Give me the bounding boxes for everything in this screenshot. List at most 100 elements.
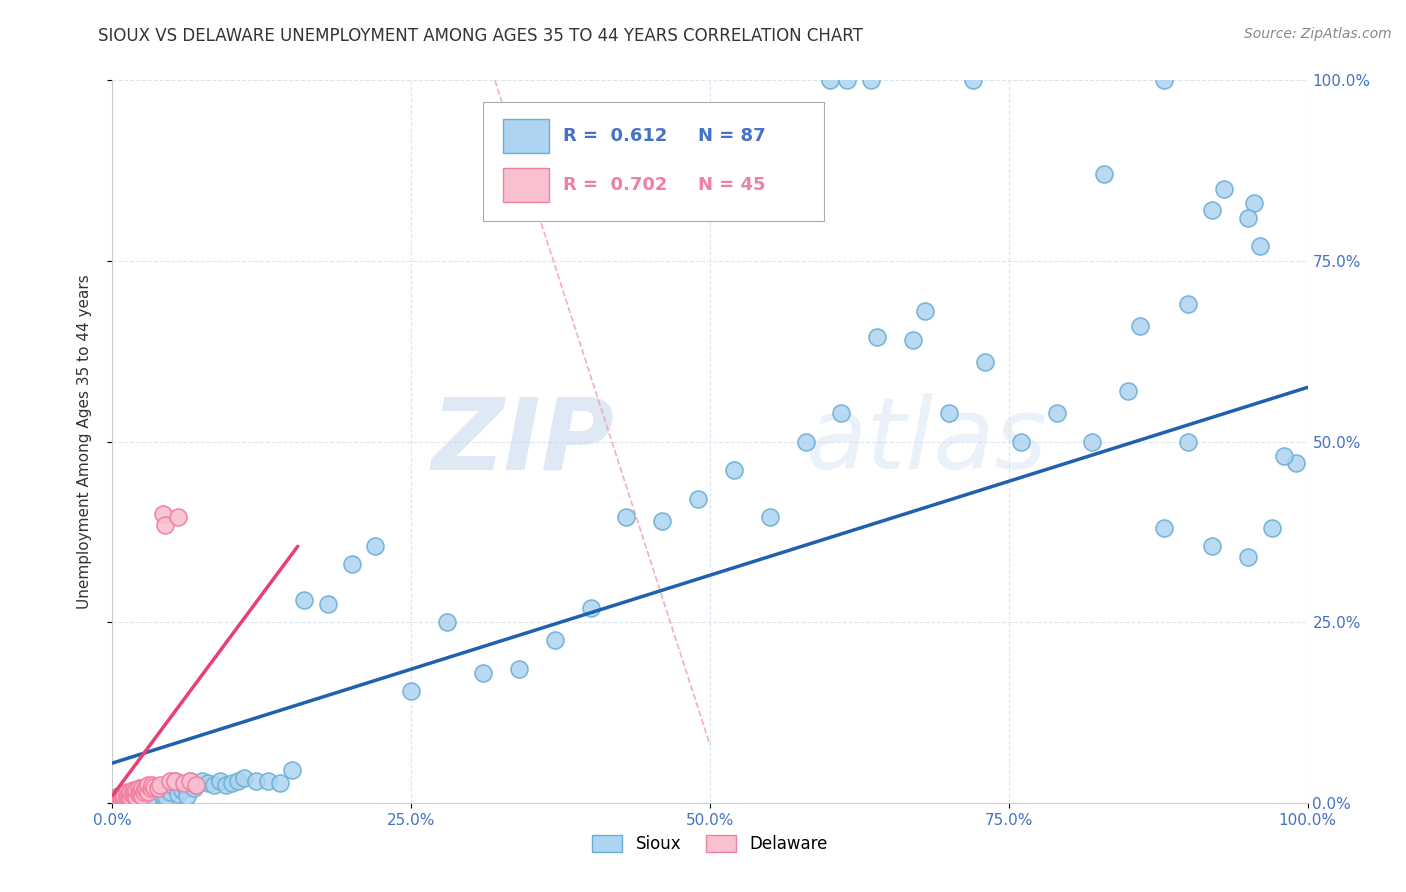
FancyBboxPatch shape [484, 102, 824, 221]
Point [1118, 384, 1140, 398]
Point [1177, 297, 1199, 311]
Point [179, 774, 201, 789]
Point [1201, 539, 1223, 553]
Point [122, 787, 145, 801]
Point [1249, 239, 1271, 253]
Legend: Sioux, Delaware: Sioux, Delaware [585, 828, 835, 860]
Point [146, 781, 169, 796]
Text: R =  0.612: R = 0.612 [562, 127, 668, 145]
Point [111, 790, 134, 805]
Point [1094, 167, 1116, 181]
Point [115, 789, 138, 803]
Point [269, 775, 291, 789]
Point [340, 558, 363, 572]
Point [163, 774, 186, 789]
Text: SIOUX VS DELAWARE UNEMPLOYMENT AMONG AGES 35 TO 44 YEARS CORRELATION CHART: SIOUX VS DELAWARE UNEMPLOYMENT AMONG AGE… [98, 27, 863, 45]
Point [543, 633, 565, 648]
Point [105, 792, 128, 806]
Point [129, 782, 152, 797]
Point [508, 662, 530, 676]
Point [186, 778, 208, 792]
Point [132, 785, 155, 799]
Text: R =  0.702: R = 0.702 [562, 176, 668, 194]
Point [128, 781, 150, 796]
Point [197, 775, 219, 789]
Point [1261, 521, 1284, 535]
Point [167, 510, 190, 524]
Point [122, 785, 145, 799]
Point [316, 597, 339, 611]
Point [1237, 211, 1260, 225]
Point [170, 782, 193, 797]
Point [111, 790, 134, 805]
Point [176, 789, 198, 803]
Point [138, 785, 160, 799]
Point [131, 789, 153, 803]
Point [688, 492, 710, 507]
Point [125, 782, 148, 797]
Point [134, 781, 156, 796]
Point [903, 334, 925, 348]
Point [155, 790, 177, 805]
Point [120, 790, 142, 805]
Text: N = 87: N = 87 [699, 127, 766, 145]
Point [837, 73, 859, 87]
Point [149, 781, 172, 796]
Point [128, 787, 150, 801]
Point [129, 785, 152, 799]
Point [938, 406, 960, 420]
Point [162, 778, 183, 792]
Point [122, 789, 145, 803]
Point [124, 787, 146, 801]
Point [962, 73, 984, 87]
Point [143, 780, 166, 794]
Point [131, 781, 153, 796]
Point [1010, 434, 1032, 449]
FancyBboxPatch shape [503, 119, 548, 153]
Point [215, 778, 238, 792]
Point [974, 355, 997, 369]
Point [143, 780, 166, 794]
Point [118, 787, 141, 801]
Point [125, 790, 148, 805]
Point [1129, 318, 1152, 333]
Point [173, 778, 195, 792]
Point [202, 778, 225, 792]
Point [117, 789, 139, 803]
Point [167, 775, 190, 789]
Point [120, 785, 142, 799]
Point [818, 73, 841, 87]
Point [579, 600, 602, 615]
Point [616, 510, 638, 524]
Point [139, 781, 162, 796]
Point [179, 774, 201, 789]
Point [138, 778, 160, 792]
Point [114, 787, 135, 801]
Point [149, 778, 172, 792]
Point [138, 792, 160, 806]
Text: atlas: atlas [806, 393, 1047, 490]
Point [125, 790, 148, 805]
Point [108, 791, 131, 805]
Point [1213, 182, 1236, 196]
Point [436, 615, 458, 630]
Point [651, 514, 673, 528]
FancyBboxPatch shape [503, 168, 548, 202]
Point [233, 771, 256, 785]
Point [121, 787, 143, 801]
Point [364, 539, 387, 553]
Point [120, 785, 142, 799]
Point [107, 790, 129, 805]
Point [121, 782, 143, 797]
Point [1153, 73, 1175, 87]
Point [245, 774, 267, 789]
Point [209, 774, 232, 789]
Point [292, 593, 315, 607]
Point [1243, 196, 1265, 211]
Point [221, 775, 243, 789]
Point [159, 785, 181, 799]
Point [114, 789, 135, 803]
Point [115, 785, 138, 799]
Text: N = 45: N = 45 [699, 176, 766, 194]
Point [831, 406, 853, 420]
